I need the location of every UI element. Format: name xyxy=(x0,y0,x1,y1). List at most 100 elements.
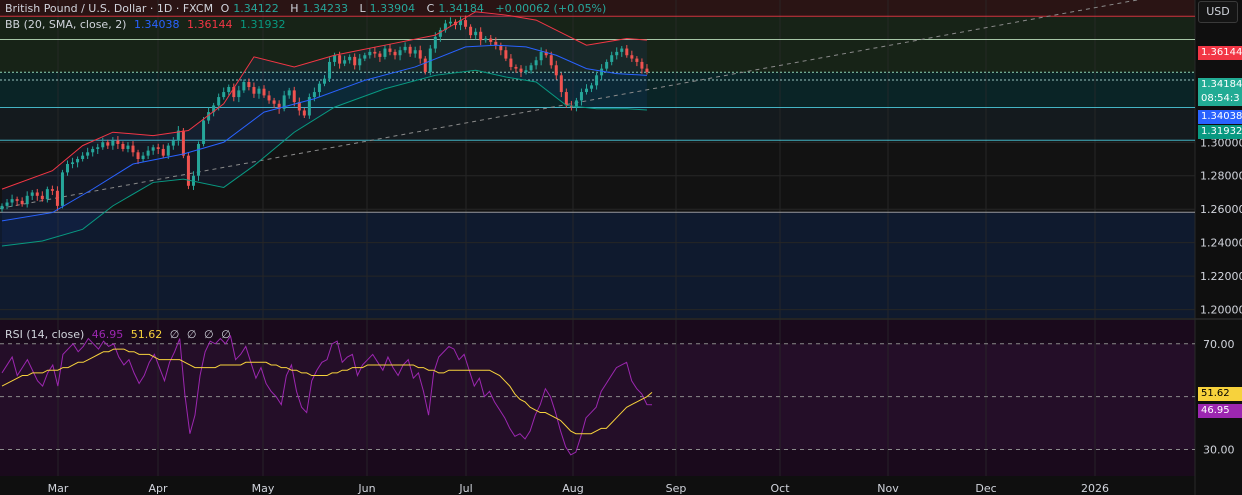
candle-body xyxy=(574,100,578,108)
candle-body xyxy=(60,172,64,206)
bb-basis-value: 1.34038 xyxy=(133,18,180,31)
candle-body xyxy=(620,48,624,52)
rsi-extra-3: ∅ xyxy=(203,328,214,341)
candle-body xyxy=(126,145,130,149)
candle-body xyxy=(207,112,211,121)
candle-body xyxy=(418,50,422,59)
candle-body xyxy=(625,48,629,56)
candle-body xyxy=(443,23,447,31)
rsi-legend[interactable]: RSI (14, close) 46.95 51.62 ∅ ∅ ∅ ∅ xyxy=(5,328,235,341)
time-tick-label: May xyxy=(252,482,275,495)
candle-body xyxy=(428,48,432,72)
bb-legend[interactable]: BB (20, SMA, close, 2) 1.34038 1.36144 1… xyxy=(5,18,289,31)
candle-body xyxy=(433,36,437,49)
candle-body xyxy=(640,61,644,69)
candle-body xyxy=(368,51,372,56)
candle-body xyxy=(635,58,639,62)
rsi-extra-1: ∅ xyxy=(169,328,180,341)
candle-body xyxy=(111,140,115,146)
candle-body xyxy=(292,90,296,103)
candle-body xyxy=(15,199,19,201)
candle-body xyxy=(10,199,14,203)
candle-body xyxy=(600,68,604,76)
candle-body xyxy=(469,26,473,36)
candle-body xyxy=(0,205,4,210)
candle-body xyxy=(136,152,140,159)
candle-body xyxy=(297,102,301,111)
candle-body xyxy=(237,90,241,98)
candle-body xyxy=(615,51,619,56)
candle-body xyxy=(282,95,286,109)
bb-upper-value: 1.36144 xyxy=(186,18,233,31)
ohlc-open: O 1.34122 xyxy=(220,2,279,15)
candle-body xyxy=(141,155,145,159)
candle-body xyxy=(81,155,85,159)
candle-body xyxy=(247,82,251,88)
candle-body xyxy=(217,97,221,106)
currency-button[interactable]: USD xyxy=(1198,1,1238,23)
bb-basis-badge: 1.34038 xyxy=(1198,110,1242,124)
price-badge: 1.34184 xyxy=(1198,78,1242,92)
rsi-ma-badge: 51.62 xyxy=(1198,387,1242,401)
candle-body xyxy=(106,142,110,146)
candle-body xyxy=(328,61,332,79)
rsi-ma-line xyxy=(1,348,653,435)
candle-body xyxy=(66,164,70,173)
candle-body xyxy=(131,145,135,153)
candle-body xyxy=(564,92,568,106)
bb-lower-badge: 1.31932 xyxy=(1198,125,1242,139)
candle-body xyxy=(86,152,90,156)
candle-body xyxy=(101,142,105,148)
candle-body xyxy=(307,97,311,116)
candle-body xyxy=(212,105,216,113)
candle-body xyxy=(590,85,594,89)
candle-body xyxy=(242,82,246,91)
candle-body xyxy=(302,110,306,116)
candle-body xyxy=(544,51,548,56)
rsi-extra-2: ∅ xyxy=(186,328,197,341)
candle-body xyxy=(559,75,563,93)
price-tick-label: 1.26000 xyxy=(1200,203,1242,216)
rsi-tick-label: 70.00 xyxy=(1203,338,1235,351)
bb-fill xyxy=(2,11,647,247)
candle-body xyxy=(509,58,513,67)
candle-body xyxy=(403,46,407,51)
candle-body xyxy=(272,100,276,104)
candle-body xyxy=(373,51,377,54)
time-tick-label: Aug xyxy=(562,482,583,495)
candle-body xyxy=(489,38,493,42)
candle-body xyxy=(161,148,165,156)
rsi-extra-4: ∅ xyxy=(221,328,231,341)
candle-body xyxy=(353,56,357,66)
candle-body xyxy=(459,20,463,26)
candle-body xyxy=(267,95,271,101)
candle-body xyxy=(227,87,231,93)
candle-body xyxy=(116,140,120,144)
candle-body xyxy=(393,51,397,56)
candle-body xyxy=(186,155,190,186)
candle-body xyxy=(499,45,503,51)
candle-body xyxy=(579,92,583,101)
candle-body xyxy=(45,189,49,200)
time-tick-label: Mar xyxy=(48,482,69,495)
ohlc-high: H 1.34233 xyxy=(290,2,349,15)
candle-body xyxy=(343,60,347,64)
candle-body xyxy=(610,55,614,62)
candle-body xyxy=(423,58,427,72)
candle-body xyxy=(197,143,201,176)
candle-body xyxy=(584,88,588,93)
candle-body xyxy=(630,55,634,59)
time-tick-label: Sep xyxy=(666,482,687,495)
time-tick-label: Nov xyxy=(877,482,899,495)
candle-body xyxy=(448,21,452,24)
symbol-legend[interactable]: British Pound / U.S. Dollar · 1D · FXCM … xyxy=(5,2,610,15)
candle-body xyxy=(464,20,468,27)
candle-body xyxy=(338,55,342,64)
price-tick-label: 1.30000 xyxy=(1200,136,1242,149)
candle-body xyxy=(91,148,95,153)
bb-basis-line xyxy=(1,44,647,222)
rsi-ma-value: 51.62 xyxy=(130,328,163,341)
candle-body xyxy=(287,90,291,96)
candle-body xyxy=(55,190,59,206)
